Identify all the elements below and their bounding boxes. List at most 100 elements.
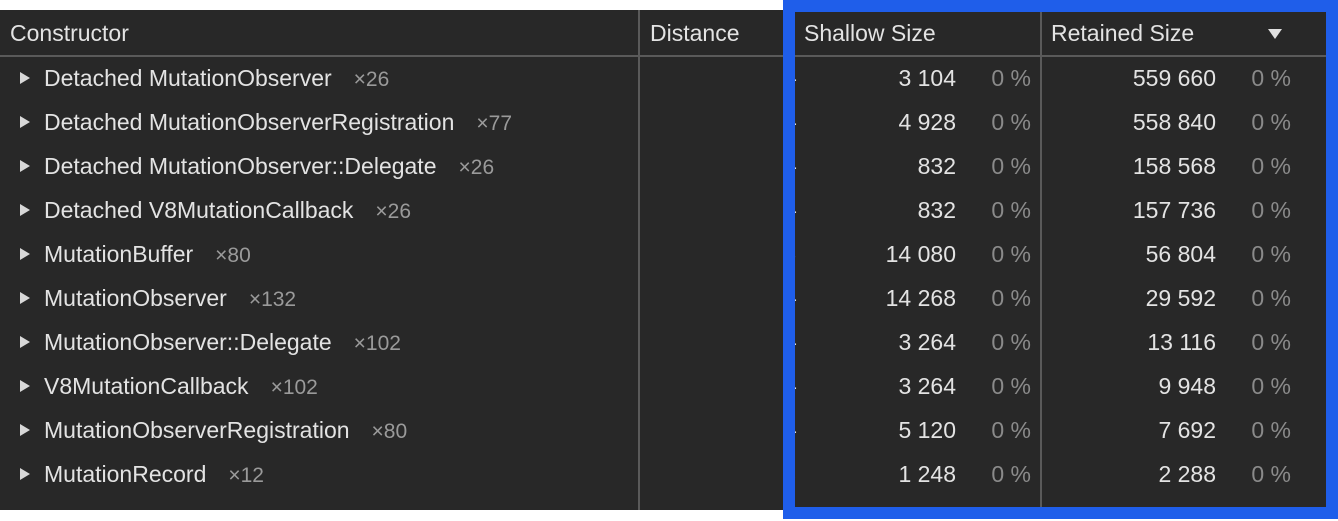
expand-triangle-icon[interactable] (20, 72, 30, 84)
table-row[interactable]: MutationObserverRegistration ×80 – 5 120 0 %… (0, 408, 1326, 452)
shallow-size-percent: 0 % (991, 65, 1031, 91)
column-divider[interactable] (1040, 10, 1042, 510)
heap-snapshot-table: Constructor Distance Shallow Size Retain… (0, 10, 1326, 510)
instance-count: ×80 (371, 420, 408, 443)
shallow-size-percent: 0 % (991, 417, 1031, 443)
instance-count: ×12 (228, 464, 264, 487)
distance-cell: – (783, 417, 796, 443)
header-distance[interactable]: Distance (650, 20, 740, 46)
sort-descending-icon[interactable] (1268, 29, 1282, 39)
expand-triangle-icon[interactable] (20, 424, 30, 436)
retained-size-value: 29 592 (1145, 285, 1216, 311)
table-row[interactable]: Detached MutationObserver ×26 – 3 104 0 % 559… (0, 56, 1326, 100)
header-constructor[interactable]: Constructor (10, 20, 129, 46)
expand-triangle-icon[interactable] (20, 116, 30, 128)
retained-size-value: 7 692 (1158, 417, 1216, 443)
table-row[interactable]: Detached V8MutationCallback ×26 – 832 0 % 157… (0, 188, 1326, 232)
constructor-cell: MutationObserver ×132 (44, 285, 296, 312)
retained-size-percent: 0 % (1251, 329, 1291, 355)
distance-cell: 5 (783, 241, 796, 267)
retained-size-value: 558 840 (1132, 109, 1216, 135)
instance-count: ×132 (248, 288, 297, 311)
retained-size-value: 9 948 (1158, 373, 1216, 399)
shallow-size-value: 832 (917, 153, 956, 179)
retained-size-percent: 0 % (1251, 373, 1291, 399)
distance-cell: – (783, 65, 796, 91)
retained-size-percent: 0 % (1251, 65, 1291, 91)
retained-size-percent: 0 % (1251, 109, 1291, 135)
shallow-size-percent: 0 % (991, 373, 1031, 399)
expand-triangle-icon[interactable] (20, 204, 30, 216)
constructor-cell: MutationRecord ×12 (44, 461, 264, 488)
constructor-name: MutationBuffer (44, 241, 194, 267)
retained-size-percent: 0 % (1251, 285, 1291, 311)
constructor-name: MutationObserver::Delegate (44, 329, 332, 355)
retained-size-value: 158 568 (1132, 153, 1216, 179)
retained-size-value: 56 804 (1145, 241, 1216, 267)
shallow-size-percent: 0 % (991, 285, 1031, 311)
table-row[interactable]: V8MutationCallback ×102 – 3 264 0 % 9 948 0 % (0, 364, 1326, 408)
constructor-name: V8MutationCallback (44, 373, 249, 399)
shallow-size-percent: 0 % (991, 461, 1031, 487)
instance-count: ×26 (375, 200, 412, 223)
distance-cell: 3 (783, 461, 796, 487)
expand-triangle-icon[interactable] (20, 336, 30, 348)
retained-size-value: 13 116 (1147, 329, 1216, 355)
retained-size-percent: 0 % (1251, 461, 1291, 487)
expand-triangle-icon[interactable] (20, 292, 30, 304)
retained-size-percent: 0 % (1251, 153, 1291, 179)
distance-cell: – (783, 285, 796, 311)
table-row[interactable]: MutationObserver::Delegate ×102 – 3 264 0 % 1… (0, 320, 1326, 364)
table-row[interactable]: MutationObserver ×132 – 14 268 0 % 29 592 0 % (0, 276, 1326, 320)
constructor-name: Detached MutationObserver (44, 65, 332, 91)
expand-triangle-icon[interactable] (20, 380, 30, 392)
constructor-cell: MutationBuffer ×80 (44, 241, 251, 268)
column-divider[interactable] (638, 10, 640, 510)
distance-cell: – (783, 153, 796, 179)
shallow-size-value: 4 928 (898, 109, 956, 135)
expand-triangle-icon[interactable] (20, 248, 30, 260)
table-row[interactable]: Detached MutationObserver::Delegate ×26 – 8… (0, 144, 1326, 188)
distance-cell: – (783, 109, 796, 135)
table-row[interactable]: MutationRecord ×12 3 1 248 0 % 2 288 0 % (0, 452, 1326, 496)
shallow-size-value: 3 104 (898, 65, 956, 91)
retained-size-percent: 0 % (1251, 197, 1291, 223)
distance-cell: – (783, 373, 796, 399)
constructor-cell: Detached MutationObserver::Delegate ×26 (44, 153, 494, 180)
constructor-cell: Detached MutationObserver ×26 (44, 65, 389, 92)
instance-count: ×26 (458, 156, 495, 179)
table-row[interactable]: MutationBuffer ×80 5 14 080 0 % 56 804 0 % (0, 232, 1326, 276)
retained-size-value: 2 288 (1158, 461, 1216, 487)
shallow-size-value: 3 264 (898, 329, 956, 355)
shallow-size-percent: 0 % (991, 153, 1031, 179)
shallow-size-percent: 0 % (991, 241, 1031, 267)
shallow-size-value: 5 120 (898, 417, 956, 443)
retained-size-percent: 0 % (1251, 241, 1291, 267)
shallow-size-percent: 0 % (991, 109, 1031, 135)
instance-count: ×77 (476, 112, 512, 135)
constructor-name: Detached V8MutationCallback (44, 197, 354, 223)
shallow-size-value: 832 (917, 197, 956, 223)
constructor-name: Detached MutationObserver::Delegate (44, 153, 437, 179)
constructor-name: MutationRecord (44, 461, 207, 487)
shallow-size-value: 14 268 (885, 285, 956, 311)
retained-size-value: 157 736 (1132, 197, 1216, 223)
retained-size-percent: 0 % (1251, 417, 1291, 443)
distance-cell: – (783, 329, 796, 355)
header-shallow-size[interactable]: Shallow Size (804, 20, 936, 46)
constructor-name: Detached MutationObserverRegistration (44, 109, 455, 135)
instance-count: ×80 (215, 244, 251, 267)
constructor-cell: MutationObserver::Delegate ×102 (44, 329, 401, 356)
table-row[interactable]: Detached MutationObserverRegistration ×77… (0, 100, 1326, 144)
shallow-size-percent: 0 % (991, 197, 1031, 223)
instance-count: ×26 (353, 68, 390, 91)
expand-triangle-icon[interactable] (20, 160, 30, 172)
expand-triangle-icon[interactable] (20, 468, 30, 480)
instance-count: ×102 (270, 376, 318, 399)
shallow-size-value: 3 264 (898, 373, 956, 399)
header-retained-size[interactable]: Retained Size (1051, 20, 1195, 46)
shallow-size-value: 1 248 (898, 461, 956, 487)
constructor-cell: MutationObserverRegistration ×80 (44, 417, 407, 444)
constructor-name: MutationObserver (44, 285, 227, 311)
constructor-name: MutationObserverRegistration (44, 417, 350, 443)
